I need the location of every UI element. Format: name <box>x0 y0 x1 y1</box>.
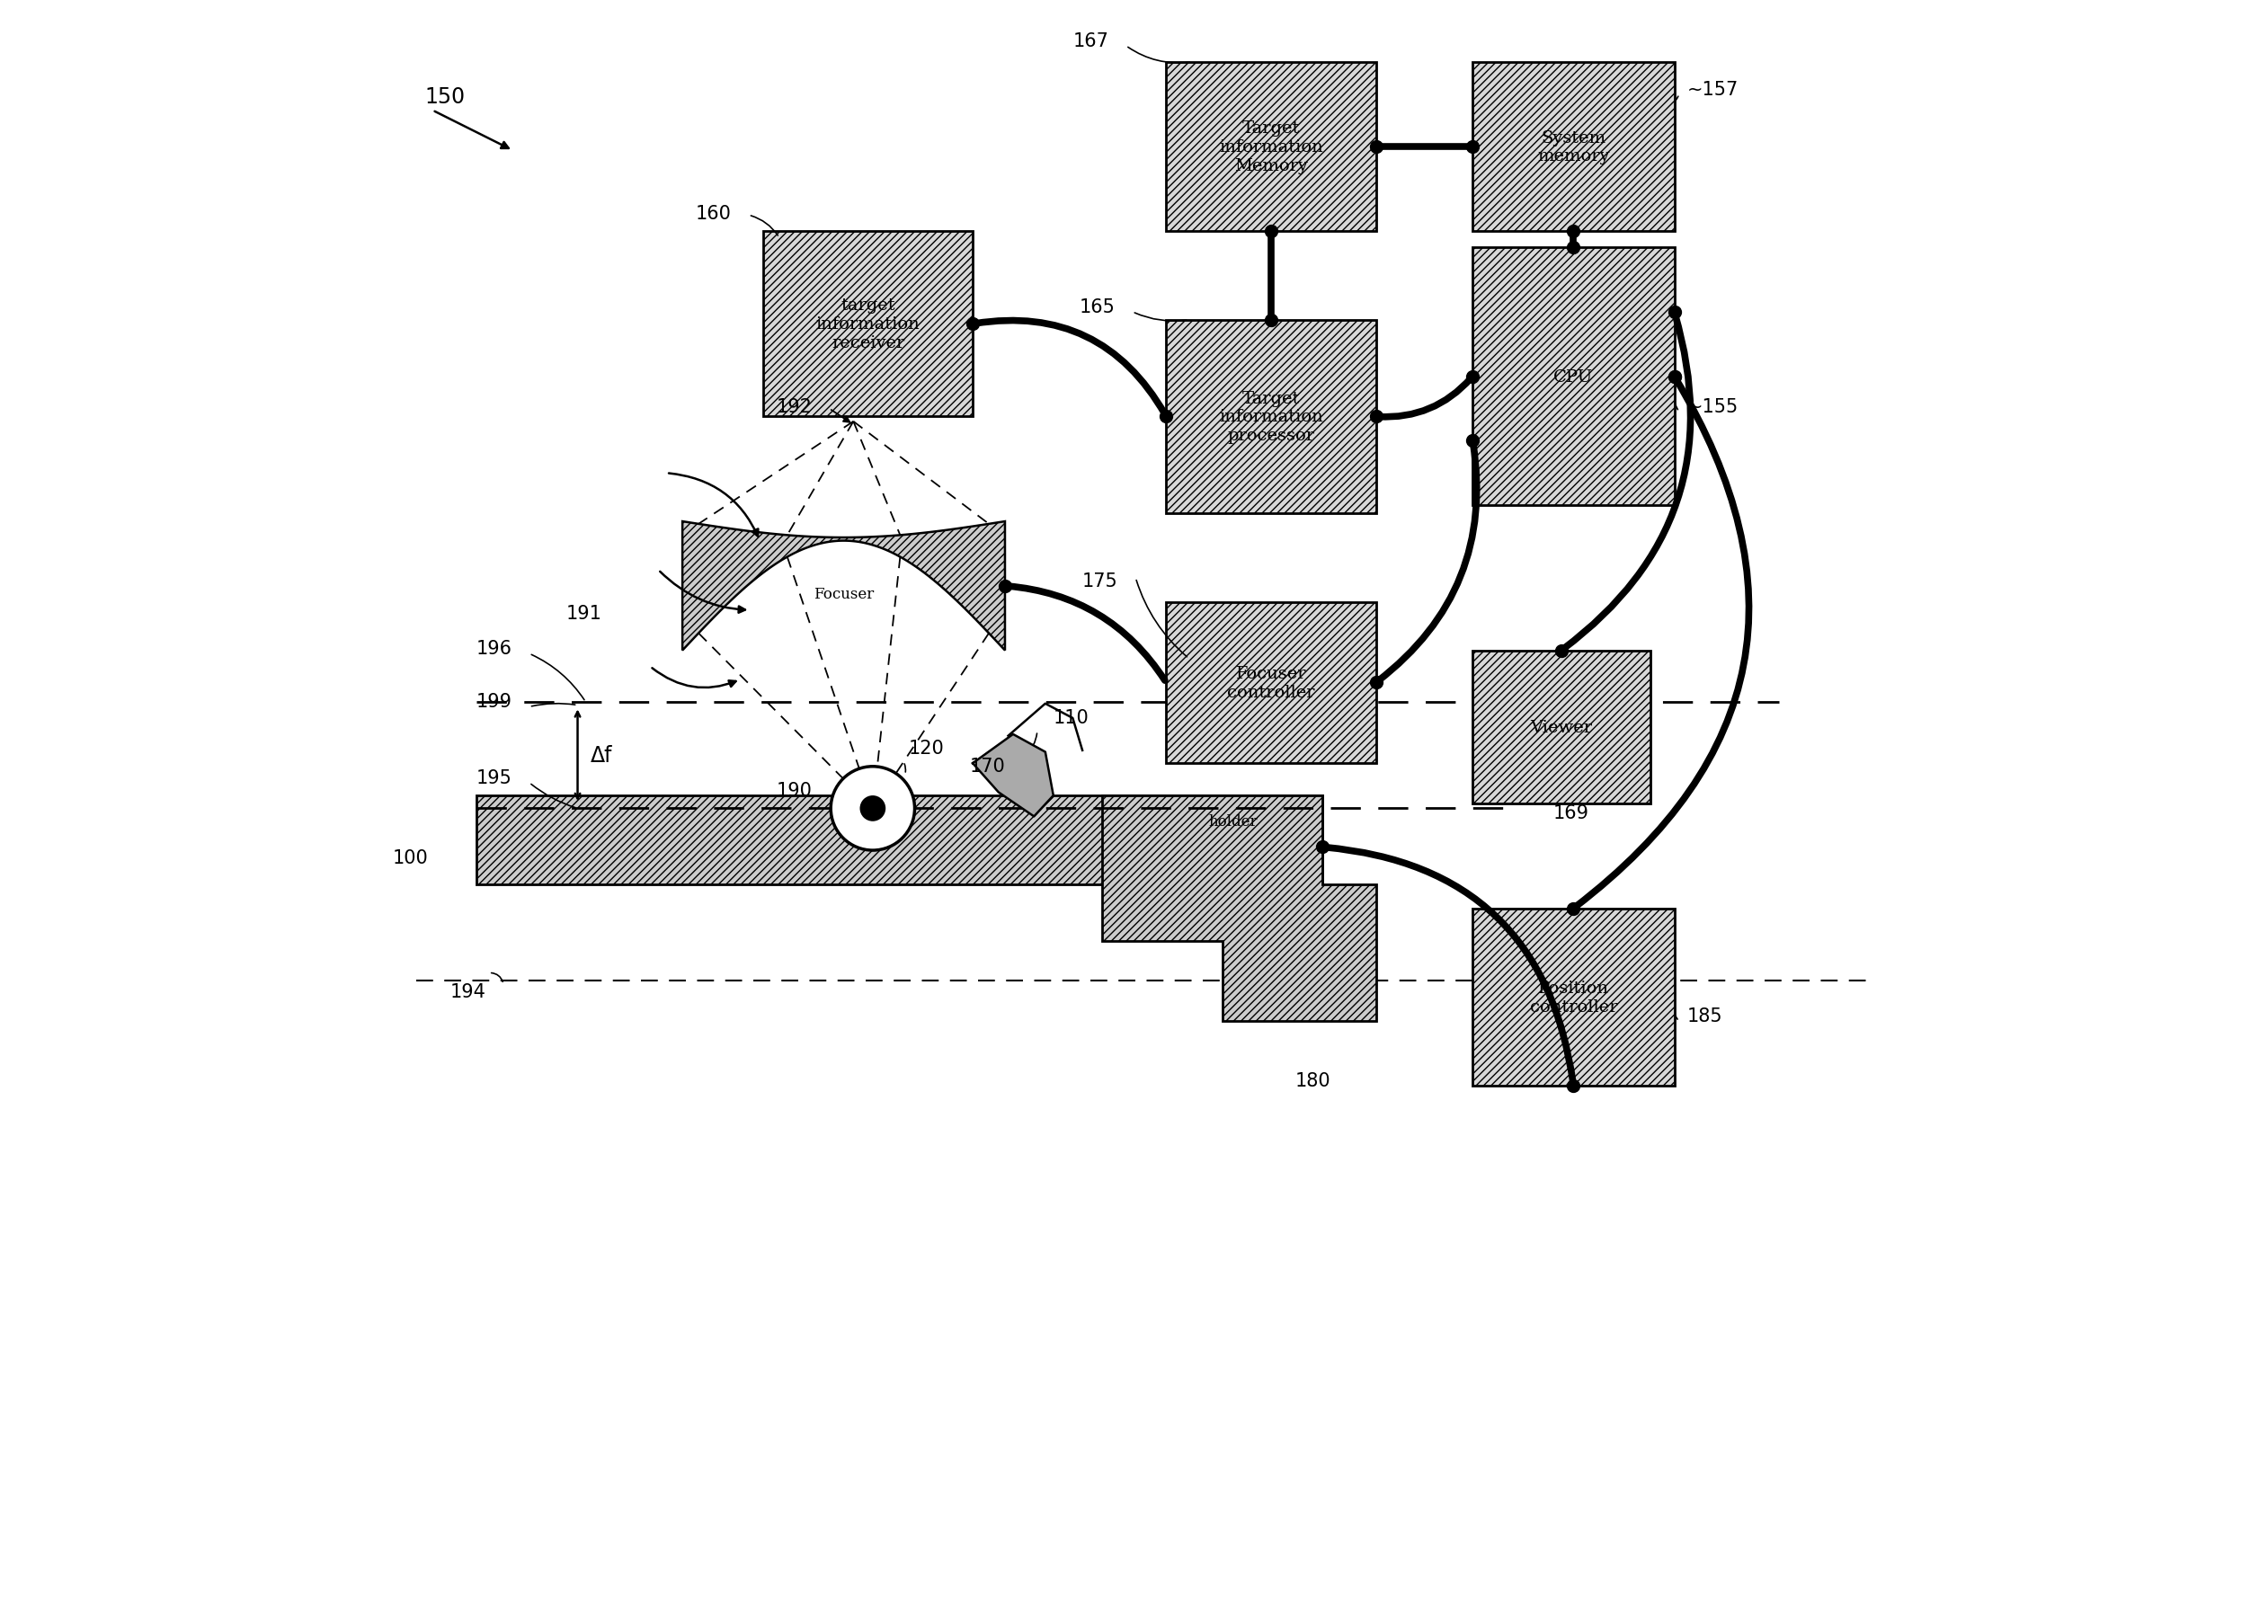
Text: 165: 165 <box>1080 299 1116 317</box>
FancyBboxPatch shape <box>762 232 973 417</box>
Circle shape <box>860 796 885 822</box>
Text: 110: 110 <box>1052 710 1089 728</box>
Text: 190: 190 <box>776 781 812 799</box>
FancyBboxPatch shape <box>1472 248 1674 505</box>
Text: 196: 196 <box>476 640 513 658</box>
Text: 185: 185 <box>1687 1007 1724 1025</box>
FancyBboxPatch shape <box>1166 603 1377 763</box>
Text: 150: 150 <box>424 86 465 107</box>
Text: 175: 175 <box>1082 572 1118 590</box>
Text: 199: 199 <box>476 693 513 711</box>
FancyBboxPatch shape <box>1472 909 1674 1086</box>
Text: Target
information
processor: Target information processor <box>1220 390 1322 443</box>
Text: Focuser
controller: Focuser controller <box>1227 666 1315 700</box>
Text: Δf: Δf <box>590 745 612 767</box>
Polygon shape <box>1102 796 1377 1021</box>
FancyBboxPatch shape <box>476 796 1322 885</box>
Text: 194: 194 <box>449 983 485 1000</box>
Text: 120: 120 <box>907 739 943 757</box>
FancyBboxPatch shape <box>1166 320 1377 513</box>
Text: Focuser: Focuser <box>814 586 873 603</box>
Text: 169: 169 <box>1554 804 1590 822</box>
Polygon shape <box>973 734 1052 817</box>
Text: ~155: ~155 <box>1687 398 1740 416</box>
Text: 191: 191 <box>567 604 601 622</box>
Polygon shape <box>683 521 1005 651</box>
Text: target
information
receiver: target information receiver <box>816 297 921 351</box>
FancyBboxPatch shape <box>1166 63 1377 232</box>
Text: 167: 167 <box>1073 32 1109 50</box>
Text: 170: 170 <box>968 757 1005 775</box>
Text: Target
information
Memory: Target information Memory <box>1220 120 1322 174</box>
FancyBboxPatch shape <box>1472 651 1651 804</box>
Text: Viewer: Viewer <box>1531 719 1592 736</box>
Text: System
memory: System memory <box>1538 130 1610 164</box>
Text: holder: holder <box>1209 814 1256 830</box>
Text: CPU: CPU <box>1554 369 1594 385</box>
FancyBboxPatch shape <box>1472 63 1674 232</box>
Circle shape <box>830 767 914 851</box>
Text: 100: 100 <box>392 849 429 867</box>
Text: 160: 160 <box>696 205 730 222</box>
Text: Position
controller: Position controller <box>1529 979 1617 1015</box>
Text: 180: 180 <box>1295 1072 1331 1090</box>
Text: ~157: ~157 <box>1687 81 1740 99</box>
Text: 195: 195 <box>476 768 513 786</box>
Text: 192: 192 <box>776 398 812 416</box>
